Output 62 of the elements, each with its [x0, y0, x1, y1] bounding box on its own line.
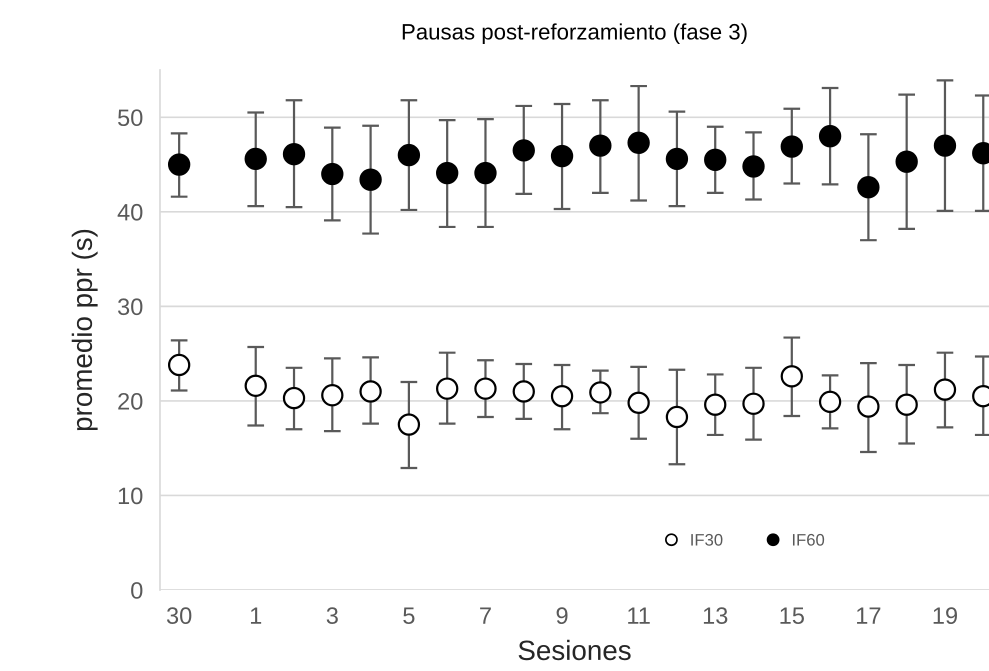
point	[398, 144, 420, 166]
point	[512, 380, 535, 403]
point	[168, 153, 190, 176]
point	[704, 148, 726, 171]
point	[780, 135, 803, 158]
point	[857, 395, 880, 418]
point	[742, 392, 765, 415]
point	[550, 385, 574, 408]
point	[436, 377, 458, 400]
point	[934, 378, 956, 401]
point	[321, 384, 344, 406]
x-axis-title: Sesiones	[518, 640, 631, 660]
y-axis-title: promedio ppr (s)	[72, 230, 98, 430]
point	[436, 162, 458, 184]
point	[818, 390, 842, 414]
point	[282, 386, 306, 410]
x-tick-label: 19	[934, 607, 957, 624]
y-tick-label: 50	[118, 109, 142, 126]
point	[934, 134, 956, 157]
point	[474, 377, 497, 400]
legend-label: IF30	[691, 534, 722, 546]
point	[780, 365, 803, 388]
x-tick-label: 11	[628, 608, 650, 624]
point	[666, 148, 688, 170]
x-tick-label: 9	[556, 607, 568, 624]
point	[589, 381, 612, 404]
x-tick-label: 15	[780, 608, 804, 624]
point	[857, 176, 880, 198]
x-tick-label: 1	[250, 608, 262, 624]
y-tick-label: 20	[118, 392, 142, 410]
point	[627, 392, 650, 414]
point	[589, 134, 612, 157]
point	[244, 148, 267, 170]
point	[398, 413, 420, 436]
chart-title: Pausas post-reforzamiento (fase 3)	[402, 23, 747, 44]
point	[666, 406, 688, 428]
point	[321, 162, 344, 186]
point	[512, 139, 535, 162]
point	[896, 394, 918, 416]
legend-label: IF60	[792, 534, 824, 546]
point	[359, 168, 382, 191]
point	[550, 144, 574, 168]
y-tick-label: 0	[131, 582, 142, 599]
point	[818, 125, 842, 148]
point	[896, 150, 918, 173]
y-tick-label: 30	[118, 298, 142, 316]
point	[742, 155, 765, 178]
y-tick-label: 40	[118, 204, 142, 221]
point	[244, 374, 267, 397]
x-tick-label: 5	[403, 608, 414, 624]
point	[168, 354, 190, 376]
x-tick-label: 7	[480, 608, 491, 624]
point	[627, 132, 650, 154]
x-tick-label: 30	[166, 607, 192, 624]
y-tick-label: 10	[118, 488, 142, 504]
x-tick-label: 3	[326, 607, 338, 624]
point	[282, 142, 306, 166]
x-tick-label: 17	[857, 608, 880, 624]
point	[474, 162, 497, 184]
point	[359, 380, 382, 403]
x-tick-label: 13	[704, 607, 728, 624]
point	[704, 394, 726, 416]
